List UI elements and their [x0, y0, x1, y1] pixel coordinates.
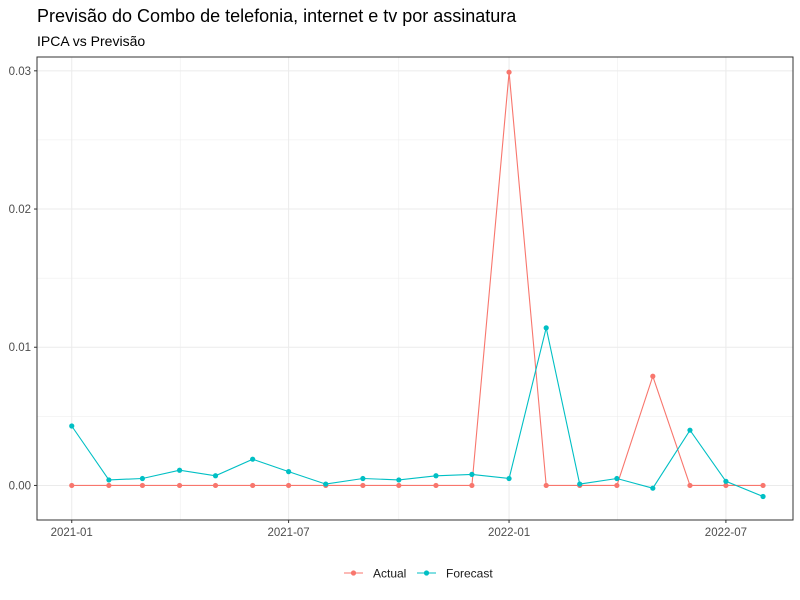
data-point	[286, 469, 292, 475]
data-point	[506, 475, 512, 482]
data-point	[577, 481, 583, 487]
chart-subtitle: IPCA vs Previsão	[37, 33, 146, 49]
data-point	[614, 475, 620, 482]
chart-title: Previsão do Combo de telefonia, internet…	[37, 6, 517, 26]
data-point	[360, 482, 366, 489]
data-point	[723, 478, 729, 484]
data-point	[250, 482, 256, 489]
data-point	[687, 427, 693, 433]
data-point	[396, 477, 402, 483]
data-point	[469, 482, 475, 489]
x-tick-label: 2021-07	[267, 527, 309, 539]
legend: Actual Forecast	[344, 567, 493, 581]
legend-item-actual: Actual	[344, 567, 406, 581]
data-point	[212, 482, 219, 489]
y-tick-label: 0.03	[9, 66, 31, 78]
legend-label: Forecast	[446, 567, 493, 581]
legend-key-point	[350, 570, 357, 576]
data-point	[543, 482, 549, 489]
series-forecast	[69, 325, 766, 500]
data-point	[433, 473, 439, 479]
data-point	[760, 482, 766, 489]
legend-item-forecast: Forecast	[417, 567, 493, 581]
data-point	[650, 373, 656, 379]
series-actual	[69, 69, 766, 489]
data-point	[106, 482, 112, 489]
data-point	[650, 485, 656, 491]
data-point	[360, 475, 366, 482]
plot-background	[37, 57, 793, 520]
y-tick-label: 0.01	[9, 342, 31, 354]
data-point	[323, 481, 329, 487]
x-tick-label: 2021-01	[51, 527, 93, 539]
data-point	[723, 482, 729, 489]
data-point	[69, 482, 75, 489]
axes: 0.00 0.01 0.02 0.03 2021-01 2021-07 2022-01 202…	[9, 66, 747, 539]
series-line-forecast	[71, 327, 764, 498]
data-point	[506, 69, 512, 75]
series-layer	[69, 69, 766, 500]
data-point	[760, 493, 766, 500]
data-point	[212, 473, 219, 479]
data-point	[614, 482, 620, 489]
x-tick-label: 2022-07	[705, 527, 747, 539]
y-tick-label: 0.00	[9, 480, 31, 492]
x-tick-label: 2022-01	[488, 527, 530, 539]
series-line-actual	[71, 72, 763, 486]
data-point	[286, 482, 292, 489]
data-point	[433, 482, 439, 489]
data-point	[469, 471, 475, 477]
legend-label: Actual	[373, 567, 406, 581]
data-point	[139, 475, 146, 482]
data-point	[396, 482, 402, 489]
data-point	[543, 325, 549, 331]
data-point	[69, 423, 75, 429]
y-tick-label: 0.02	[9, 204, 31, 216]
plot-border	[36, 56, 794, 521]
legend-key-point	[423, 570, 430, 576]
data-point	[687, 482, 693, 489]
data-point	[176, 467, 183, 473]
data-point	[250, 456, 256, 462]
data-point	[176, 482, 183, 489]
data-point	[139, 482, 146, 489]
data-point	[106, 477, 112, 483]
